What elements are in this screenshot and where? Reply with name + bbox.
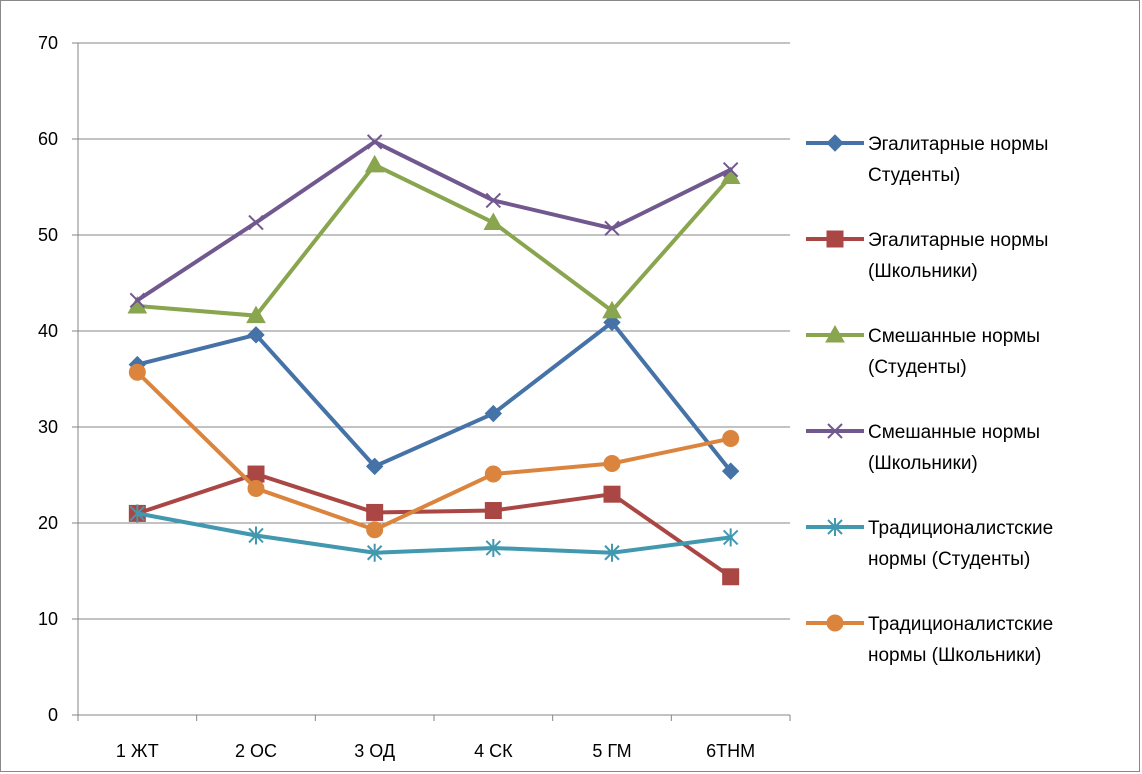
- y-tick-label: 40: [38, 321, 58, 341]
- axes: [77, 43, 790, 716]
- series-line: [135, 320, 733, 474]
- y-tick-label: 70: [38, 33, 58, 53]
- series-group: [127, 134, 741, 586]
- data-point: [366, 134, 383, 150]
- legend-label: нормы (Студенты): [868, 549, 1030, 570]
- legend-label: Традиционалистские: [868, 614, 1053, 635]
- marker-stroke: [248, 214, 264, 231]
- data-point: [366, 521, 384, 539]
- legend-label: Смешанные нормы: [868, 326, 1040, 347]
- y-tick-label: 20: [38, 513, 58, 533]
- data-point: [366, 503, 384, 521]
- gridlines: [78, 42, 790, 620]
- data-point: [602, 300, 622, 319]
- series-line: [135, 511, 733, 555]
- legend-swatch-marker: [826, 614, 844, 632]
- legend-item: Традиционалистские нормы (Студенты): [806, 518, 1053, 570]
- legend-label: Студенты): [868, 165, 960, 186]
- data-point: [603, 313, 621, 332]
- marker-stroke: [827, 423, 843, 439]
- data-point: [604, 543, 620, 562]
- series-line: [135, 370, 733, 532]
- marker-stroke: [485, 192, 502, 209]
- data-point: [366, 543, 383, 562]
- data-point: [364, 154, 385, 173]
- legend-item: Эгалитарные нормы Студенты): [806, 134, 1048, 186]
- legend-swatch-marker: [825, 324, 845, 343]
- marker-stroke: [366, 134, 383, 150]
- data-point: [484, 404, 503, 423]
- legend-swatch-marker: [827, 423, 843, 439]
- series-4: [129, 134, 739, 308]
- legend-swatch-marker: [826, 134, 844, 152]
- legend-label: (Студенты): [868, 357, 967, 378]
- data-point: [485, 192, 502, 209]
- data-point: [129, 504, 146, 523]
- data-point: [722, 528, 739, 547]
- data-point: [722, 162, 739, 178]
- marker-stroke: [722, 162, 739, 178]
- y-axis-ticks: 0 10 20 30 40 50 60 70: [38, 33, 78, 725]
- data-point: [365, 457, 384, 476]
- y-tick-label: 50: [38, 225, 58, 245]
- series-5: [129, 504, 739, 562]
- y-tick-label: 0: [48, 705, 58, 725]
- data-point: [248, 526, 264, 545]
- data-point: [248, 214, 264, 231]
- data-point: [484, 465, 502, 483]
- legend-item: Традиционалистские нормы (Школьники): [806, 614, 1053, 666]
- x-tick-label: 4 СК: [474, 741, 513, 761]
- legend-label: (Школьники): [868, 453, 978, 474]
- series-line: [135, 472, 733, 579]
- data-point: [247, 326, 265, 344]
- data-point: [721, 462, 740, 480]
- data-point: [485, 538, 502, 557]
- x-tick-label: 2 ОС: [235, 741, 277, 761]
- series-6: [128, 363, 740, 539]
- x-tick-label: 3 ОД: [354, 741, 395, 761]
- series-line: [135, 139, 733, 303]
- legend-swatch-marker: [827, 518, 843, 536]
- legend-item: Смешанные нормы (Студенты): [806, 324, 1040, 378]
- data-point: [603, 485, 621, 503]
- legend-item: Эгалитарные нормы (Школьники): [806, 230, 1048, 282]
- data-point: [128, 363, 146, 381]
- data-point: [129, 292, 146, 308]
- x-tick-label: 6ТНМ: [706, 741, 755, 761]
- legend-label: нормы (Школьники): [868, 645, 1041, 666]
- y-tick-label: 60: [38, 129, 58, 149]
- data-point: [604, 220, 620, 236]
- legend-label: (Школьники): [868, 261, 978, 282]
- marker-stroke: [604, 220, 620, 236]
- x-tick-label: 5 ГМ: [592, 741, 631, 761]
- data-point: [484, 502, 502, 520]
- marker-stroke: [129, 292, 146, 308]
- legend-item: Смешанные нормы (Школьники): [806, 422, 1040, 474]
- y-tick-label: 30: [38, 417, 58, 437]
- legend-label: Эгалитарные нормы: [868, 134, 1048, 155]
- data-point: [722, 568, 740, 586]
- x-axis-ticks: 1 ЖТ 2 ОС 3 ОД 4 СК 5 ГМ 6ТНМ: [77, 715, 791, 761]
- series-line: [135, 162, 733, 318]
- y-tick-label: 10: [38, 609, 58, 629]
- x-tick-label: 1 ЖТ: [116, 741, 159, 761]
- series-3: [127, 154, 741, 324]
- series-2: [128, 465, 740, 586]
- legend-label: Традиционалистские: [868, 518, 1053, 539]
- legend-label: Эгалитарные нормы: [868, 230, 1048, 251]
- data-point: [247, 465, 265, 483]
- data-point: [603, 454, 621, 472]
- data-point: [483, 212, 504, 231]
- data-point: [722, 430, 740, 448]
- data-point: [246, 305, 266, 324]
- legend-label: Смешанные нормы: [868, 422, 1040, 443]
- legend-swatch-marker: [826, 230, 844, 248]
- data-point: [247, 479, 265, 497]
